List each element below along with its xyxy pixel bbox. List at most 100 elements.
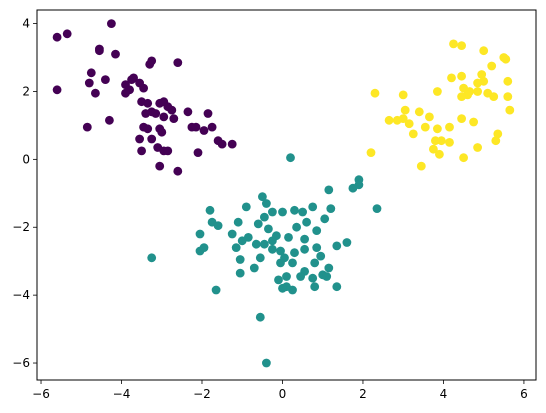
x-tick-label: 4 (440, 387, 448, 401)
scatter-point (503, 76, 513, 86)
scatter-point (316, 251, 326, 261)
axes-frame (36, 9, 537, 381)
scatter-point (135, 134, 145, 144)
scatter-point (139, 83, 149, 93)
scatter-point (290, 205, 299, 215)
scatter-point (449, 39, 458, 49)
scatter-point (366, 148, 376, 158)
scatter-point (308, 202, 318, 212)
scatter-point (147, 56, 157, 66)
scatter-point (86, 68, 96, 78)
scatter-point (268, 236, 277, 246)
scatter-point (404, 119, 414, 129)
scatter-point (255, 253, 265, 263)
scatter-point (493, 129, 503, 139)
scatter-point (143, 98, 153, 108)
scatter-point (342, 238, 352, 247)
scatter-point (447, 73, 456, 83)
x-axis: −6 −4 −2 0 2 4 6 (32, 380, 528, 401)
scatter-point (487, 61, 497, 71)
y-tick-label: 0 (22, 152, 30, 166)
scatter-point (372, 204, 382, 214)
scatter-point (253, 219, 263, 229)
scatter-point (503, 92, 513, 101)
scatter-point (326, 204, 336, 214)
scatter-point (322, 272, 332, 281)
scatter-point (473, 143, 482, 152)
scatter-point (348, 183, 358, 193)
scatter-point (62, 29, 72, 39)
scatter-point (203, 109, 213, 118)
scatter-point (249, 263, 259, 273)
scatter-point (320, 214, 330, 224)
scatter-point (260, 239, 269, 249)
scatter-point (370, 88, 380, 98)
scatter-point (473, 87, 482, 96)
scatter-point (284, 233, 293, 242)
scatter-point (324, 185, 334, 195)
scatter-point (400, 105, 410, 115)
scatter-point (298, 207, 307, 217)
x-tick-label: −4 (113, 387, 131, 401)
scatter-point (211, 285, 221, 295)
scatter-point (260, 212, 269, 222)
scatter-point (155, 161, 165, 171)
scatter-point (310, 282, 320, 292)
scatter-point (163, 146, 173, 156)
scatter-point (457, 92, 466, 101)
scatter-point (282, 272, 291, 281)
scatter-point (52, 32, 62, 42)
scatter-point (183, 107, 193, 117)
scatter-point (302, 217, 311, 227)
scatter-point (167, 105, 177, 115)
scatter-point (251, 239, 261, 249)
scatter-point (205, 205, 215, 215)
scatter-point (231, 243, 241, 253)
scatter-point (445, 138, 454, 147)
y-tick-label: −2 (12, 220, 30, 234)
scatter-point (207, 122, 217, 132)
x-tick-label: −2 (193, 387, 211, 401)
scatter-point (310, 258, 320, 268)
scatter-point (268, 207, 277, 217)
scatter-point (473, 78, 482, 88)
scatter-point (437, 136, 446, 146)
y-tick-label: −6 (12, 356, 30, 370)
scatter-point (105, 115, 114, 125)
scatter-point (286, 153, 295, 163)
scatter-point (141, 109, 151, 118)
y-axis: −6 −4 −2 0 2 4 (12, 17, 37, 370)
scatter-point (255, 312, 265, 322)
scatter-point (312, 243, 322, 253)
scatter-point (445, 122, 454, 132)
scatter-point (52, 85, 62, 95)
scatter-point (264, 224, 273, 234)
scatter-point (433, 124, 442, 134)
scatter-point (288, 258, 297, 268)
scatter-point (111, 49, 120, 59)
scatter-point (169, 114, 179, 123)
scatter-point (258, 192, 267, 202)
scatter-point (457, 114, 466, 123)
scatter-point (268, 244, 277, 254)
scatter-point (290, 248, 299, 258)
scatter-point (147, 253, 157, 263)
scatter-point (469, 117, 478, 127)
scatter-point (416, 161, 426, 171)
scatter-point (107, 19, 116, 28)
scatter-point (429, 144, 438, 154)
scatter-point (312, 226, 322, 236)
scatter-point (91, 88, 100, 98)
scatter-point (420, 122, 430, 132)
scatter-point (300, 244, 309, 254)
scatter-point (398, 90, 408, 100)
scatter-point (332, 241, 342, 251)
x-tick-label: 2 (359, 387, 367, 401)
scatter-point (433, 87, 442, 96)
y-tick-label: 2 (22, 84, 30, 98)
scatter-point (262, 358, 271, 368)
scatter-point (151, 109, 161, 118)
scatter-point (425, 112, 434, 122)
scatter-point (195, 229, 205, 239)
